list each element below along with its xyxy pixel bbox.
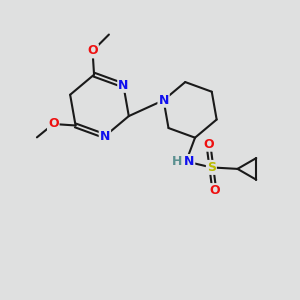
- Text: O: O: [87, 44, 98, 57]
- Text: N: N: [118, 79, 129, 92]
- Text: S: S: [207, 161, 216, 174]
- Text: O: O: [203, 138, 214, 151]
- Text: N: N: [100, 130, 110, 143]
- Text: O: O: [48, 118, 58, 130]
- Text: O: O: [209, 184, 220, 197]
- Text: H: H: [172, 155, 182, 168]
- Text: N: N: [184, 155, 194, 168]
- Text: N: N: [158, 94, 169, 107]
